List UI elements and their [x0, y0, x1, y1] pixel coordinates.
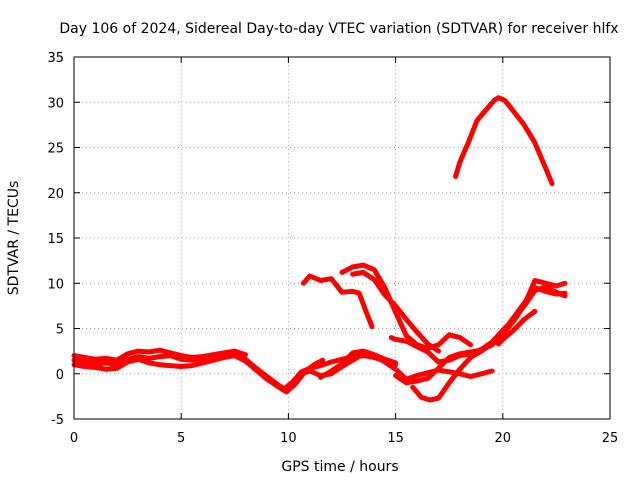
- series-line-track-5: [318, 348, 399, 380]
- grid: [74, 57, 610, 419]
- series-line-track-6: [300, 273, 375, 330]
- x-tick-label: 5: [177, 431, 185, 446]
- series-line-track-7: [339, 262, 474, 351]
- y-tick-label: 15: [47, 232, 64, 247]
- x-tick-label: 20: [495, 431, 512, 446]
- series-line-track-3: [71, 347, 248, 363]
- x-tick-label: 25: [602, 431, 619, 446]
- y-tick-label: 10: [47, 277, 64, 292]
- series-line-track-2: [71, 353, 326, 395]
- series-line-track-10: [393, 278, 568, 386]
- y-tick-label: 0: [56, 368, 64, 383]
- x-tick-label: 15: [387, 431, 404, 446]
- x-axis-title: GPS time / hours: [281, 459, 398, 475]
- y-tick-label: 35: [47, 51, 64, 66]
- series-line-track-13: [453, 95, 555, 187]
- series-group: [71, 95, 568, 403]
- y-axis-title: SDTVAR / TECUs: [6, 181, 22, 296]
- y-tick-label: 30: [47, 96, 64, 111]
- y-tick-label: -5: [51, 413, 64, 428]
- y-tick-label: 20: [47, 187, 64, 202]
- y-tick-label: 5: [56, 323, 64, 338]
- plot-frame: [73, 56, 611, 420]
- x-tick-label: 0: [70, 431, 78, 446]
- chart-title: Day 106 of 2024, Sidereal Day-to-day VTE…: [59, 21, 618, 37]
- x-tick-label: 10: [280, 431, 297, 446]
- series-line-track-8: [350, 269, 441, 354]
- y-tick-label: 25: [47, 142, 64, 157]
- series-line-track-11: [410, 285, 568, 403]
- axes: 0 5 10 15 20 25 -5 0 5 10 15 20 25 30 35: [47, 51, 618, 446]
- series-line-track-12: [496, 308, 538, 347]
